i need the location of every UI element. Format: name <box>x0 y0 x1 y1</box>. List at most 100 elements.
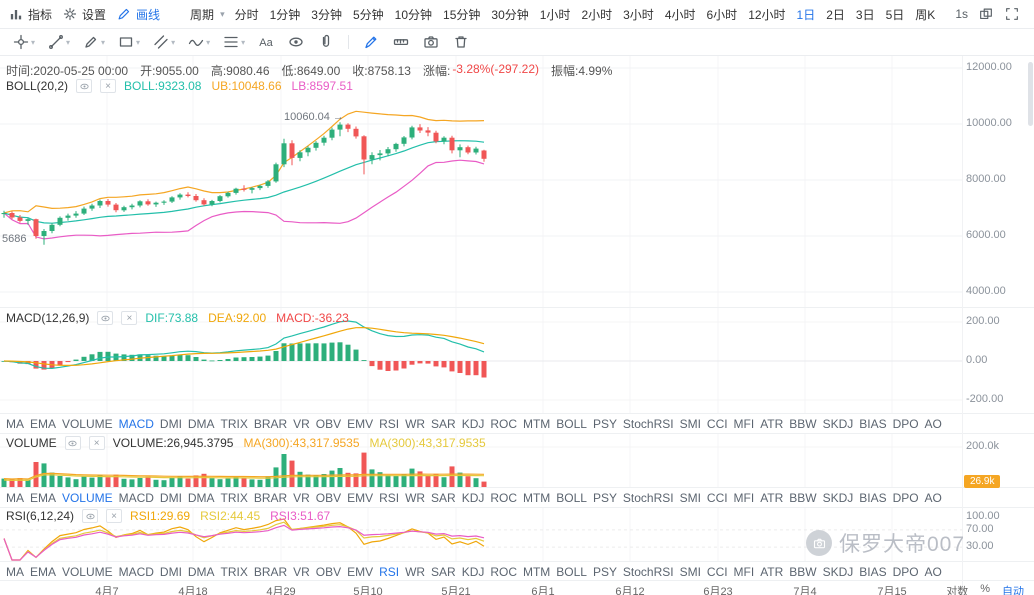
volume-chart[interactable] <box>0 433 962 487</box>
indicator-tab-BIAS[interactable]: BIAS <box>859 491 887 505</box>
indicator-tab-SKDJ[interactable]: SKDJ <box>822 491 854 505</box>
period-1小时[interactable]: 1小时 <box>539 7 571 22</box>
indicator-tab-CCI[interactable]: CCI <box>706 491 728 505</box>
indicator-tab-WR[interactable]: WR <box>405 491 426 505</box>
text-tool-icon[interactable]: Aa <box>253 31 279 53</box>
indicator-tab-MFI[interactable]: MFI <box>733 417 755 431</box>
close-indicator-button[interactable]: × <box>106 509 123 523</box>
indicator-tab-SMI[interactable]: SMI <box>679 565 701 579</box>
indicator-tab-MFI[interactable]: MFI <box>733 565 755 579</box>
period-周K[interactable]: 周K <box>915 7 936 22</box>
indicator-tab-EMV[interactable]: EMV <box>347 565 374 579</box>
indicator-tab-MACD[interactable]: MACD <box>118 417 154 431</box>
period-10分钟[interactable]: 10分钟 <box>394 7 433 22</box>
indicator-tab-EMV[interactable]: EMV <box>347 417 374 431</box>
indicator-tab-BRAR[interactable]: BRAR <box>253 565 288 579</box>
indicator-tab-StochRSI[interactable]: StochRSI <box>622 491 674 505</box>
indicator-tab-RSI[interactable]: RSI <box>379 491 400 505</box>
period-3小时[interactable]: 3小时 <box>623 7 654 22</box>
indicator-tab-BOLL[interactable]: BOLL <box>556 491 587 505</box>
indicator-tab-WR[interactable]: WR <box>405 565 426 579</box>
indicator-tab-VOLUME[interactable]: VOLUME <box>61 491 113 505</box>
indicator-tab-ROC[interactable]: ROC <box>490 491 518 505</box>
indicator-tab-ATR[interactable]: ATR <box>760 565 784 579</box>
fib-tool-icon[interactable]: ▾ <box>218 31 249 53</box>
indicator-tab-EMA[interactable]: EMA <box>29 565 56 579</box>
multi-window-button[interactable] <box>978 6 994 22</box>
indicator-tab-VR[interactable]: VR <box>293 417 310 431</box>
close-indicator-button[interactable]: × <box>100 79 117 93</box>
period-12小时[interactable]: 12小时 <box>748 7 786 22</box>
scale-control-对数[interactable]: 对数 <box>946 586 969 595</box>
indicator-tab-DMA[interactable]: DMA <box>187 417 215 431</box>
close-indicator-button[interactable]: × <box>121 311 138 325</box>
crosshair-tool-icon[interactable]: ▾ <box>8 31 39 53</box>
period-1分钟[interactable]: 1分钟 <box>269 7 301 22</box>
indicator-tab-AO[interactable]: AO <box>924 491 942 505</box>
indicator-tab-DMI[interactable]: DMI <box>159 491 182 505</box>
shape-tool-icon[interactable]: ▾ <box>113 31 144 53</box>
indicator-tab-BOLL[interactable]: BOLL <box>556 565 587 579</box>
draw-line-button[interactable]: 画线 <box>116 6 160 23</box>
brush-tool-icon[interactable]: ▾ <box>78 31 109 53</box>
trash-tool-icon[interactable] <box>448 31 474 53</box>
scrollbar[interactable] <box>1028 62 1033 126</box>
indicator-tab-MA[interactable]: MA <box>6 417 24 431</box>
indicator-tab-SKDJ[interactable]: SKDJ <box>822 417 854 431</box>
indicator-tab-KDJ[interactable]: KDJ <box>461 565 485 579</box>
indicator-tab-TRIX[interactable]: TRIX <box>220 565 248 579</box>
indicator-tab-StochRSI[interactable]: StochRSI <box>622 417 674 431</box>
indicator-tab-OBV[interactable]: OBV <box>315 491 342 505</box>
fullscreen-button[interactable] <box>1004 6 1020 22</box>
indicator-tab-SAR[interactable]: SAR <box>431 417 456 431</box>
price-chart[interactable] <box>0 56 962 308</box>
indicator-tab-CCI[interactable]: CCI <box>706 417 728 431</box>
indicator-tab-SKDJ[interactable]: SKDJ <box>822 565 854 579</box>
toggle-visibility-button[interactable] <box>82 509 99 523</box>
period-3分钟[interactable]: 3分钟 <box>311 7 342 22</box>
period-1日[interactable]: 1日 <box>796 7 816 22</box>
indicator-tab-BRAR[interactable]: BRAR <box>253 491 288 505</box>
indicator-tab-AO[interactable]: AO <box>924 565 942 579</box>
indicator-tab-WR[interactable]: WR <box>405 417 426 431</box>
indicator-tab-VR[interactable]: VR <box>293 491 310 505</box>
tick-speed-label[interactable]: 1s <box>955 7 968 21</box>
indicator-tab-SMI[interactable]: SMI <box>679 491 701 505</box>
indicator-tab-MFI[interactable]: MFI <box>733 491 755 505</box>
indicator-tab-BIAS[interactable]: BIAS <box>859 565 887 579</box>
indicators-button[interactable]: 指标 <box>8 6 52 23</box>
indicator-tab-SAR[interactable]: SAR <box>431 565 456 579</box>
period-2日[interactable]: 2日 <box>826 7 845 22</box>
indicator-tab-StochRSI[interactable]: StochRSI <box>622 565 674 579</box>
indicator-tab-OBV[interactable]: OBV <box>315 565 342 579</box>
indicator-tab-KDJ[interactable]: KDJ <box>461 491 485 505</box>
indicator-tab-PSY[interactable]: PSY <box>592 565 617 579</box>
period-15分钟[interactable]: 15分钟 <box>443 7 481 22</box>
indicator-tab-MACD[interactable]: MACD <box>118 565 154 579</box>
indicator-tab-RSI[interactable]: RSI <box>379 565 400 579</box>
period-6小时[interactable]: 6小时 <box>706 7 738 22</box>
indicator-tab-MACD[interactable]: MACD <box>118 491 154 505</box>
indicator-tab-MTM[interactable]: MTM <box>522 565 551 579</box>
indicator-tab-MTM[interactable]: MTM <box>522 417 551 431</box>
indicator-tab-BBW[interactable]: BBW <box>789 417 817 431</box>
period-3日[interactable]: 3日 <box>855 7 875 22</box>
indicator-tab-BBW[interactable]: BBW <box>789 491 817 505</box>
period-30分钟[interactable]: 30分钟 <box>491 7 529 22</box>
indicator-tab-EMA[interactable]: EMA <box>29 491 56 505</box>
toggle-visibility-button[interactable] <box>97 311 114 325</box>
indicator-tab-PSY[interactable]: PSY <box>592 491 617 505</box>
indicator-tab-MA[interactable]: MA <box>6 565 24 579</box>
indicator-tab-MTM[interactable]: MTM <box>522 491 551 505</box>
indicator-tab-EMV[interactable]: EMV <box>347 491 374 505</box>
indicator-tab-VOLUME[interactable]: VOLUME <box>61 417 113 431</box>
period-2小时[interactable]: 2小时 <box>581 7 613 22</box>
scale-control-%[interactable]: % <box>980 583 990 595</box>
macd-chart[interactable] <box>0 308 962 413</box>
indicator-tab-MA[interactable]: MA <box>6 491 24 505</box>
close-indicator-button[interactable]: × <box>88 436 105 450</box>
scale-control-自动[interactable]: 自动 <box>1002 586 1024 595</box>
indicator-tab-DMA[interactable]: DMA <box>187 491 215 505</box>
indicator-tab-KDJ[interactable]: KDJ <box>461 417 485 431</box>
indicator-tab-VR[interactable]: VR <box>293 565 310 579</box>
